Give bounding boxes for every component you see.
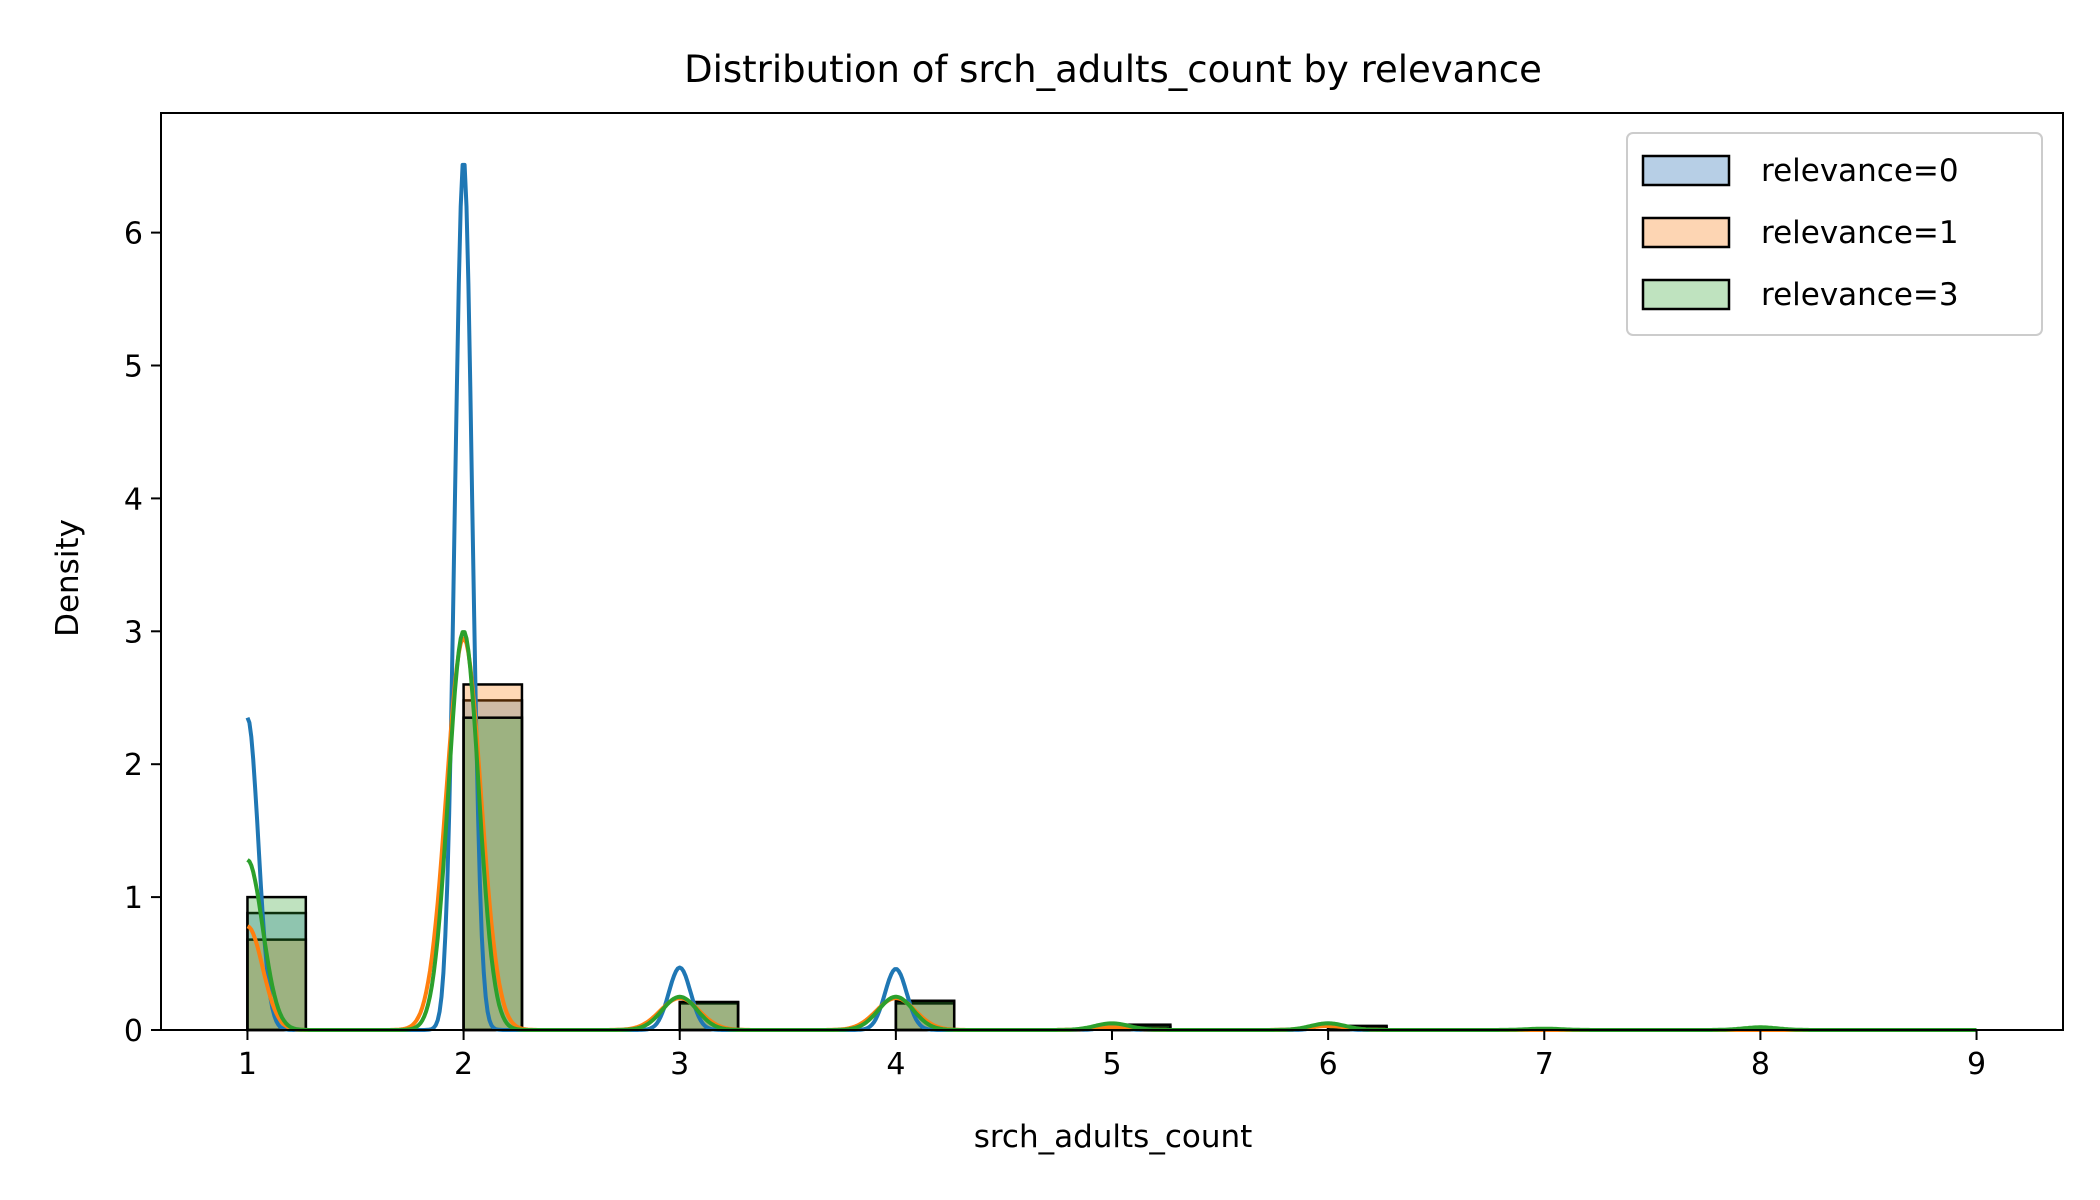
legend-swatch bbox=[1641, 278, 1731, 311]
histogram-bar bbox=[894, 999, 956, 1032]
x-axis-label: srch_adults_count bbox=[974, 1119, 1253, 1155]
y-tick-label: 3 bbox=[124, 615, 143, 650]
y-axis-label: Density bbox=[50, 519, 86, 637]
y-tick-label: 1 bbox=[124, 881, 143, 916]
x-tick-label: 4 bbox=[886, 1047, 905, 1082]
chart-title: Distribution of srch_adults_count by rel… bbox=[684, 48, 1542, 91]
x-tick-label: 9 bbox=[1967, 1047, 1986, 1082]
histogram-bar bbox=[678, 1000, 740, 1032]
x-tick-label: 5 bbox=[1102, 1047, 1121, 1082]
x-tick-label: 7 bbox=[1535, 1047, 1554, 1082]
x-tick-label: 1 bbox=[238, 1047, 257, 1082]
y-tick-label: 0 bbox=[124, 1014, 143, 1049]
plot-area: 1 2 3 4 5 6 7 8 9 0 1 2 3 4 5 6 bbox=[124, 112, 2064, 1082]
y-tick-label: 5 bbox=[124, 350, 143, 385]
legend-swatch bbox=[1641, 154, 1731, 187]
y-tick-label: 6 bbox=[124, 217, 143, 252]
y-axis-ticks: 0 1 2 3 4 5 6 bbox=[124, 217, 161, 1049]
x-axis-ticks: 1 2 3 4 5 6 7 8 9 bbox=[238, 1030, 1986, 1082]
x-tick-label: 8 bbox=[1751, 1047, 1770, 1082]
x-tick-label: 2 bbox=[454, 1047, 473, 1082]
legend-swatch bbox=[1641, 216, 1731, 249]
legend: relevance=0 relevance=1 relevance=3 bbox=[1626, 132, 2043, 336]
histogram-bar bbox=[462, 716, 524, 1032]
y-tick-label: 4 bbox=[124, 482, 143, 517]
legend-frame bbox=[1626, 132, 2043, 336]
legend-label: relevance=0 bbox=[1761, 153, 1959, 189]
legend-label: relevance=1 bbox=[1761, 215, 1959, 251]
legend-label: relevance=3 bbox=[1761, 277, 1959, 313]
x-tick-label: 6 bbox=[1319, 1047, 1338, 1082]
y-tick-label: 2 bbox=[124, 748, 143, 783]
x-tick-label: 3 bbox=[670, 1047, 689, 1082]
